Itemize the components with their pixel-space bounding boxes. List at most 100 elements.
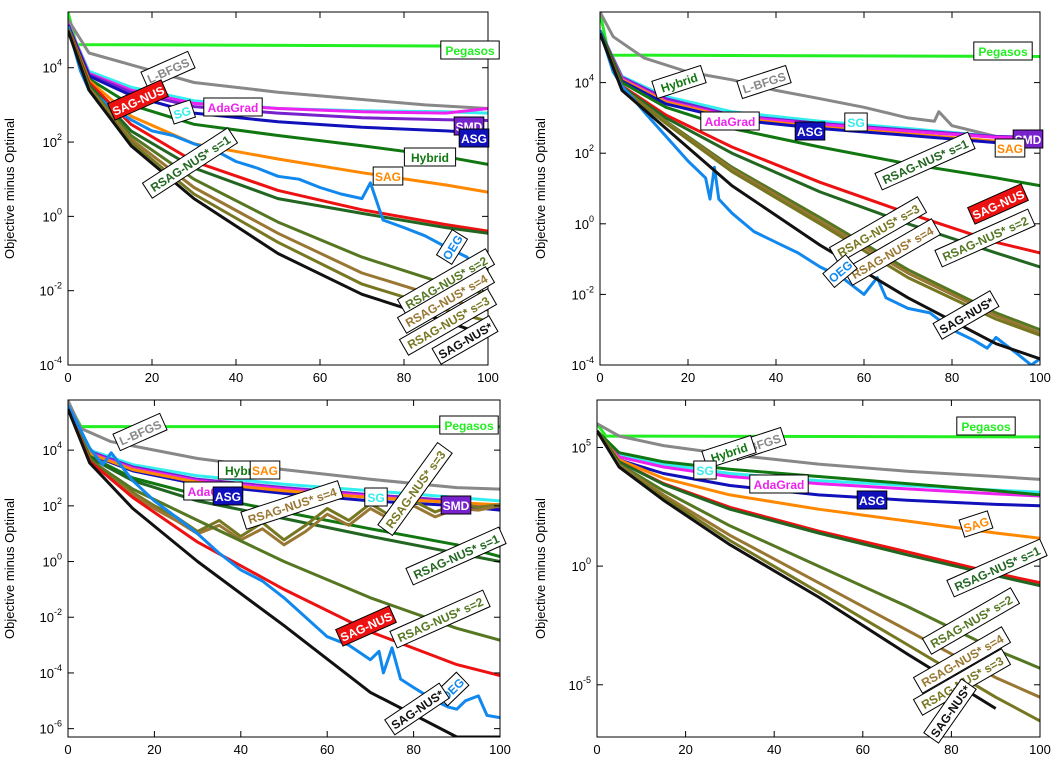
series-label-text: Hybrid — [411, 151, 449, 165]
y-tick-label: 10-4 — [572, 355, 594, 373]
x-tick-label: 40 — [234, 742, 248, 757]
series-label-box — [822, 253, 858, 289]
chart-panel-2: 0 20 40 60 80 100 10-4 10-2 100 102 104 Objective m… — [533, 11, 1051, 385]
series-label-asg: ASG — [212, 486, 244, 506]
series-label-box — [167, 99, 197, 125]
series-line-l-bfgs — [600, 12, 1040, 141]
series-line-sag-nusstar — [597, 430, 997, 710]
x-tick-label: 80 — [397, 370, 411, 385]
series-line-sag-nus — [68, 27, 488, 233]
series-label-box — [431, 315, 499, 365]
series-label-box — [923, 678, 977, 744]
series-label-box — [403, 147, 457, 167]
series-label-sg: SG — [693, 460, 717, 480]
series-line-rsag-nusstar-s-3 — [68, 408, 500, 542]
series-label-box — [828, 196, 928, 264]
series-label-asg: ASG — [856, 490, 888, 510]
series-label-box — [203, 97, 263, 117]
x-tick-label: 60 — [313, 370, 327, 385]
series-label-box — [396, 266, 496, 334]
series-label-text: ASG — [797, 125, 823, 139]
x-tick-label: 60 — [856, 742, 870, 757]
x-tick-label: 80 — [406, 742, 420, 757]
y-tick-label: 10-4 — [40, 663, 62, 681]
series-label-text: ASG — [859, 494, 885, 508]
series-label-text: Pegasos — [961, 420, 1011, 434]
series-label-box — [967, 183, 1029, 225]
series-label-box — [435, 228, 469, 266]
series-label-sag-nus: SAG-NUS — [335, 605, 397, 647]
chart-panel-4: 0 20 40 60 80 100 10-5 100 105 Objective minus Op… — [533, 399, 1051, 757]
series-label-sg: SG — [364, 487, 388, 507]
series-label-rsag-nusstar-s-1: RSAG-NUS* s=1 — [405, 526, 507, 586]
series-line-oeg — [68, 404, 500, 720]
chart-panel-3: 0 20 40 60 80 100 10-6 10-4 10-2 100 102 104 Objecti… — [2, 399, 511, 757]
series-line-rsag-nusstar-s-1 — [600, 32, 1040, 269]
series-label-text: RSAG-NUS* s=3 — [383, 448, 449, 531]
series-label-box — [844, 112, 868, 132]
series-label-text: Pegasos — [445, 44, 495, 58]
x-tick-label: 40 — [229, 370, 243, 385]
x-tick-label: 60 — [857, 370, 871, 385]
series-line-rsag-nusstar-s-4 — [68, 408, 500, 547]
x-tick-label: 0 — [64, 742, 71, 757]
series-label-text: SMD — [443, 499, 470, 513]
y-tick-label: 100 — [572, 556, 591, 574]
series-label-l-bfgs: L-BFGS — [140, 50, 196, 90]
series-label-box — [956, 416, 1016, 436]
series-label-pegasos: Pegasos — [439, 415, 499, 435]
y-tick-label: 105 — [572, 437, 591, 455]
series-label-sag: SAG — [372, 166, 404, 186]
series-label-box — [921, 587, 1021, 655]
y-tick-label: 102 — [43, 132, 62, 150]
chart-panel-1: 0 20 40 60 80 100 10-4 10-2 100 102 104 Objective m… — [2, 11, 500, 385]
series-label-text: AdaGrad — [754, 478, 805, 492]
series-label-box — [842, 218, 942, 286]
series-label-box — [934, 208, 1036, 268]
y-tick-label: 100 — [43, 206, 62, 224]
series-label-box — [384, 682, 450, 736]
series-label-text: AdaGrad — [208, 101, 259, 115]
series-label-box — [700, 111, 760, 131]
series-line-rsag-nusstar-s-1 — [68, 28, 488, 235]
x-tick-label: 80 — [944, 742, 958, 757]
y-tick-label: 104 — [43, 58, 62, 76]
series-label-box — [794, 121, 826, 141]
series-label-box — [240, 480, 344, 530]
series-label-sag: SAG — [958, 510, 994, 538]
series-label-box — [946, 538, 1048, 598]
series-label-text: RSAG-NUS* s=2 — [395, 595, 485, 645]
series-line-sag-nus — [68, 408, 500, 678]
series-label-text: AdaGrad — [705, 115, 756, 129]
series-label-oeg: OEG — [435, 228, 469, 266]
series-line-oeg — [600, 30, 1040, 365]
y-axis-label: Objective minus Optimal — [2, 118, 17, 259]
series-line-asg — [600, 29, 1040, 146]
x-tick-label: 20 — [145, 370, 159, 385]
series-label-box — [112, 412, 168, 452]
x-tick-label: 20 — [147, 742, 161, 757]
series-label-box — [440, 495, 472, 515]
series-label-box — [651, 64, 707, 100]
series-label-box — [405, 526, 507, 586]
x-tick-label: 20 — [681, 370, 695, 385]
series-label-text: SAG — [375, 170, 401, 184]
series-label-text: SG — [696, 464, 713, 478]
y-tick-label: 10-4 — [40, 355, 62, 373]
series-label-box — [140, 50, 196, 90]
series-line-sag-nusstar — [600, 32, 1040, 361]
series-label-box — [958, 510, 994, 538]
series-label-sg: SG — [844, 112, 868, 132]
series-label-box — [107, 79, 169, 121]
x-tick-label: 100 — [1029, 742, 1051, 757]
series-label-rsag-nusstar-s-2: RSAG-NUS* s=2 — [389, 589, 491, 649]
series-label-box — [749, 474, 809, 494]
x-tick-label: 100 — [477, 370, 499, 385]
x-tick-label: 0 — [64, 370, 71, 385]
series-label-box — [364, 487, 388, 507]
series-label-rsag-nusstar-s-3: RSAG-NUS* s=3 — [377, 441, 453, 537]
x-tick-label: 80 — [945, 370, 959, 385]
y-tick-label: 104 — [43, 440, 62, 458]
y-axis-label: Objective minus Optimal — [533, 118, 548, 259]
